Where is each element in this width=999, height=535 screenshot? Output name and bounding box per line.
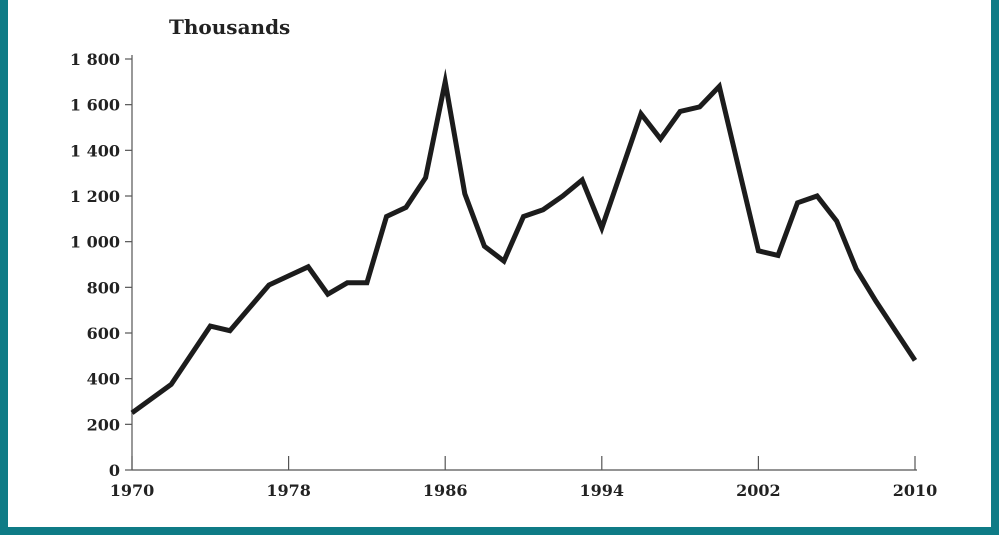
x-tick-label: 2010 xyxy=(893,481,938,500)
y-tick-label: 800 xyxy=(87,278,120,297)
x-tick-label: 1994 xyxy=(580,481,625,500)
y-axis-unit-label: Thousands xyxy=(169,15,290,39)
series-line xyxy=(130,68,918,415)
y-tick-label: 400 xyxy=(87,370,120,389)
x-tick-label: 1978 xyxy=(266,481,311,500)
y-tick-label: 1 000 xyxy=(70,233,120,252)
x-tick-label: 1986 xyxy=(423,481,468,500)
y-tick-label: 200 xyxy=(87,415,120,434)
axes xyxy=(131,55,917,471)
y-tick-label: 0 xyxy=(109,461,120,480)
y-tick-label: 1 600 xyxy=(70,96,120,115)
frame-border-bottom xyxy=(0,527,999,535)
frame-border-right xyxy=(991,0,999,535)
x-ticks: 1970 1978 1986 1994 2002 2010 xyxy=(110,456,938,500)
frame-border-left xyxy=(0,0,8,535)
y-tick-label: 600 xyxy=(87,324,120,343)
x-tick-label: 1970 xyxy=(110,481,155,500)
x-tick-label: 2002 xyxy=(736,481,781,500)
y-tick-label: 1 800 xyxy=(70,50,120,69)
series-group xyxy=(130,68,918,415)
y-tick-label: 1 200 xyxy=(70,187,120,206)
y-tick-label: 1 400 xyxy=(70,141,120,160)
y-ticks: 0 200 400 600 800 1 000 1 200 1 400 1 600 1 800 xyxy=(70,50,132,480)
